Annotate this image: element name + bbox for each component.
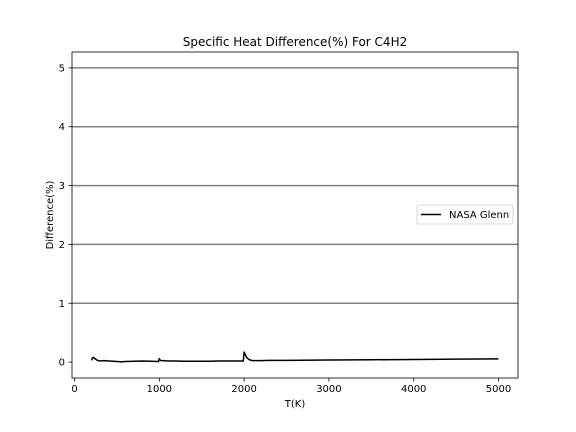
plot-area-frame: [71, 51, 519, 379]
y-tick-label-5: 5: [59, 63, 65, 74]
x-tick-label-3000: 3000: [316, 384, 341, 395]
y-tick-label-3: 3: [59, 181, 65, 192]
series-group: [90, 351, 499, 363]
reference-lines: [72, 67, 518, 305]
legend: NASA Glenn: [416, 204, 514, 225]
y-axis: 0 1 2 3 4 5: [59, 63, 72, 369]
y-axis-title: Difference(%): [45, 180, 56, 249]
y-tick-label-1: 1: [59, 299, 65, 310]
x-axis-title: T(K): [284, 399, 306, 410]
x-tick-label-5000: 5000: [486, 384, 511, 395]
y-tick-label-2: 2: [59, 240, 65, 251]
legend-box: [416, 204, 514, 225]
x-axis: 0 1000 2000 3000 4000 5000: [71, 378, 511, 395]
y-tick-label-0: 0: [59, 358, 65, 369]
x-tick-label-4000: 4000: [401, 384, 426, 395]
x-tick-label-1000: 1000: [147, 384, 172, 395]
legend-label-nasa-glenn: NASA Glenn: [449, 210, 509, 221]
x-tick-label-0: 0: [71, 384, 77, 395]
chart-title: Specific Heat Difference(%) For C4H2: [183, 35, 407, 49]
series-line-0: [90, 351, 499, 363]
y-tick-label-4: 4: [59, 122, 65, 133]
x-tick-label-2000: 2000: [231, 384, 256, 395]
